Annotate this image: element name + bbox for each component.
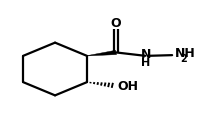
Text: N: N: [140, 48, 151, 61]
Text: H: H: [141, 58, 150, 68]
Text: O: O: [111, 17, 121, 30]
Text: 2: 2: [180, 54, 187, 64]
Polygon shape: [87, 50, 117, 56]
Text: OH: OH: [117, 80, 138, 93]
Text: NH: NH: [175, 47, 196, 60]
